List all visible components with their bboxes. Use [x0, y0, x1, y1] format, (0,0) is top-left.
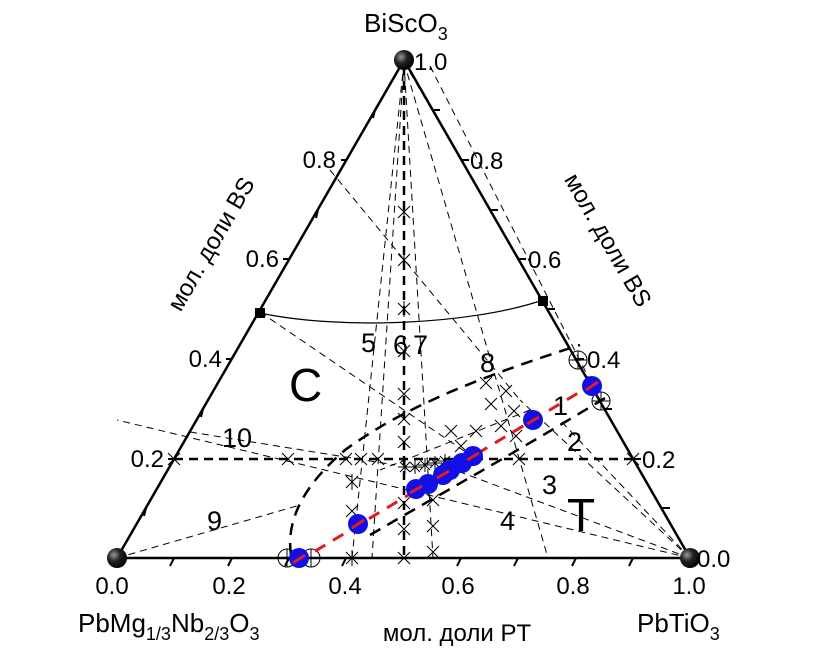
- vertex-pmn-marker: [107, 548, 127, 568]
- bs-0.5-arc: [259, 299, 544, 324]
- bottom-axis-tick-labels: 0.0 0.2 0.4 0.6 0.8 1.0: [95, 573, 705, 600]
- vertex-pt-marker: [680, 548, 700, 568]
- right-axis-ticks: [432, 109, 670, 509]
- tick-label: 0.6: [441, 573, 474, 600]
- boundary-square-left: [255, 308, 265, 318]
- tick-label: 0.8: [556, 573, 589, 600]
- trend-line-overlay: [292, 380, 599, 565]
- section-label: 2: [567, 427, 582, 457]
- cross-markers: [167, 204, 640, 566]
- right-axis-title: мол. доли BS: [558, 169, 656, 312]
- left-axis-title: мол. доли BS: [162, 173, 260, 316]
- section-number-labels: 1 2 3 4 5 6 7 8 9 10: [207, 328, 582, 536]
- phase-boundary-envelope: [288, 343, 611, 556]
- tick-label: 0.6: [528, 247, 561, 274]
- section-label: 7: [413, 330, 428, 360]
- tick-label: 0.0: [95, 573, 128, 600]
- tick-label: 0.2: [642, 447, 675, 474]
- section-label: 10: [222, 423, 252, 453]
- tick-label: 0.4: [328, 573, 361, 600]
- tick-label: 0.4: [587, 347, 620, 374]
- apex-fan-lines: [351, 61, 601, 559]
- tick-label: 0.2: [131, 446, 164, 473]
- left-axis-ticks: [143, 109, 376, 517]
- vertex-bs-marker: [394, 50, 414, 70]
- tick-label: 0.4: [189, 346, 222, 373]
- bottom-axis-title: мол. доли PT: [383, 620, 532, 647]
- right-axis-tick-labels: 0.0 0.2 0.4 0.6 0.8 1.0: [414, 49, 730, 573]
- section-label: 1: [553, 391, 568, 421]
- section-label: 3: [542, 470, 557, 500]
- tick-label: 1.0: [672, 573, 705, 600]
- tick-label: 0.8: [303, 147, 336, 174]
- left-axis-tick-labels: 0.2 0.4 0.6 0.8: [131, 147, 336, 473]
- tick-label: 1.0: [414, 49, 447, 76]
- section-label: 9: [207, 506, 222, 536]
- vertex-label-pt: PbTiO3: [637, 608, 720, 644]
- vertex-label-pmn: PbMg1/3Nb2/3O3: [78, 608, 259, 644]
- section-label: 8: [480, 348, 495, 378]
- section-label: 5: [361, 328, 376, 358]
- region-label-tetragonal: T: [567, 489, 595, 541]
- data-point: [418, 474, 438, 494]
- vertex-label-bs: BiScO3: [364, 8, 448, 44]
- tick-label: 0.8: [470, 148, 503, 175]
- tick-label: 0.6: [246, 246, 279, 273]
- tick-label: 0.2: [212, 573, 245, 600]
- section-label: 4: [500, 506, 515, 536]
- section-label: 6: [393, 330, 408, 360]
- region-label-cubic: C: [289, 359, 322, 411]
- tick-label: 0.0: [697, 546, 730, 573]
